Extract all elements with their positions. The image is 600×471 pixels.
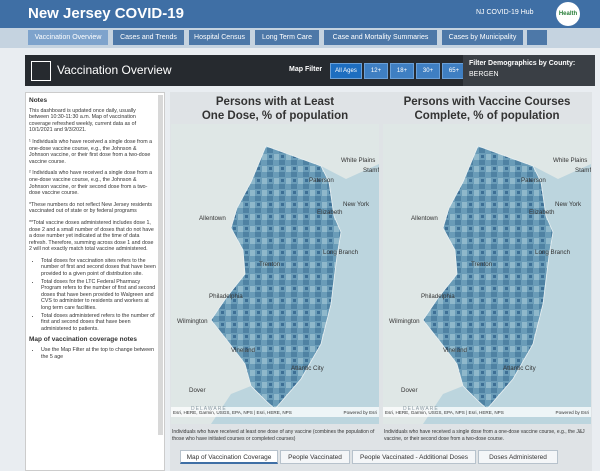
map-title-line: Persons with at Least bbox=[215, 96, 335, 108]
place-label: Atlantic City bbox=[503, 365, 537, 372]
map-title: Persons with Vaccine Courses Complete, % … bbox=[384, 95, 590, 123]
place-label: Trenton bbox=[259, 261, 281, 268]
notes-panel: Notes This dashboard is updated once dai… bbox=[25, 92, 165, 471]
land bbox=[171, 124, 379, 424]
map[interactable]: White Plains Stamford Paterson New YorkEliz… bbox=[383, 124, 591, 424]
notes-paragraphs: This dashboard is updated once daily, us… bbox=[29, 108, 156, 253]
place-label: Wilmington bbox=[389, 318, 420, 325]
place-label: Allentown bbox=[411, 215, 438, 222]
view-tab[interactable]: Doses Administered bbox=[478, 450, 558, 464]
place-label: Long Branch bbox=[323, 249, 359, 256]
note-paragraph: ¹ Individuals who have received a single… bbox=[29, 138, 153, 165]
place-label: Vineland bbox=[231, 347, 256, 354]
filter-button[interactable]: 30+ bbox=[416, 63, 440, 79]
place-label: Atlantic City bbox=[291, 365, 325, 372]
view-tab[interactable]: People Vaccinated - Additional Doses bbox=[352, 450, 476, 464]
notes-heading: Map of vaccination coverage notes bbox=[29, 336, 138, 344]
powered-by[interactable]: Powered by Esri bbox=[556, 410, 589, 415]
note-paragraph: **Total vaccine doses administered inclu… bbox=[29, 219, 154, 253]
place-label: Paterson bbox=[309, 177, 334, 184]
nav-tab[interactable]: Hospital Census bbox=[189, 30, 250, 45]
hub-link[interactable]: NJ COVID-19 Hub bbox=[476, 9, 534, 16]
tab-bar: Vaccination Overview Cases and Trends Hosp… bbox=[0, 28, 600, 48]
place-label: Allentown bbox=[199, 215, 226, 222]
map-caption: Individuals who have received a single d… bbox=[384, 429, 585, 442]
note-bullet: Total doses administered refers to the n… bbox=[41, 313, 156, 333]
place-label: Vineland bbox=[443, 347, 468, 354]
scrollbar[interactable] bbox=[158, 95, 163, 435]
nav-tab[interactable]: Vaccination Overview bbox=[28, 30, 108, 45]
note-bullet: Total doses for the LTC Federal Pharmacy… bbox=[41, 279, 156, 312]
map-title-line: Complete, % of population bbox=[414, 110, 560, 122]
map-title-line: Persons with Vaccine Courses bbox=[403, 96, 571, 108]
place-label: White Plains bbox=[341, 157, 375, 164]
nav-tab[interactable]: Case and Mortality Summaries bbox=[324, 30, 437, 45]
filter-button[interactable]: All Ages bbox=[330, 63, 362, 79]
map[interactable]: White Plains Stamford Paterson New YorkEliz… bbox=[171, 124, 379, 424]
place-label: DELAWARE bbox=[191, 406, 227, 412]
place-label: New York bbox=[343, 201, 370, 208]
banner-title: Vaccination Overview bbox=[57, 63, 172, 77]
place-label: Dover bbox=[401, 387, 418, 394]
map-title-line: One Dose, % of population bbox=[201, 110, 349, 122]
attribution-bar bbox=[383, 407, 591, 417]
place-label: Paterson bbox=[521, 177, 546, 184]
place-label: Wilmington bbox=[177, 318, 208, 325]
view-tab[interactable]: Map of Vaccination Coverage bbox=[180, 450, 278, 464]
logo: Health bbox=[556, 2, 580, 26]
maps-area: Persons with at Least One Dose, % of popu… bbox=[170, 92, 592, 471]
note-paragraph: ² Individuals who have received a single… bbox=[29, 170, 153, 197]
place-label: Philadelphia bbox=[421, 293, 455, 300]
view-tab[interactable]: People Vaccinated bbox=[280, 450, 350, 464]
map-caption: Individuals who have received at least o… bbox=[172, 429, 375, 442]
map-title: Persons with at Least One Dose, % of popu… bbox=[172, 95, 378, 123]
place-label: DELAWARE bbox=[403, 406, 439, 412]
place-label: New York bbox=[555, 201, 582, 208]
note-bullet: Total doses for vaccination sites refers… bbox=[41, 258, 156, 278]
notes-bullets: Use the Map Filter at the top to change … bbox=[29, 347, 156, 360]
nav-tab[interactable]: Long Term Care bbox=[255, 30, 319, 45]
notes-heading: Notes bbox=[29, 97, 48, 104]
filter-button[interactable]: 12+ bbox=[364, 63, 388, 79]
powered-by[interactable]: Powered by Esri bbox=[344, 410, 377, 415]
place-label: Philadelphia bbox=[209, 293, 243, 300]
attribution-bar bbox=[171, 407, 379, 417]
place-label: Elizabeth bbox=[317, 209, 343, 216]
place-label: Elizabeth bbox=[529, 209, 555, 216]
place-label: White Plains bbox=[553, 157, 587, 164]
land bbox=[383, 124, 591, 424]
notes-bullets: Total doses for vaccination sites refers… bbox=[29, 258, 156, 333]
banner: Vaccination Overview Map Filter All Ages… bbox=[25, 55, 595, 86]
nav-tab[interactable]: Cases by Municipality bbox=[442, 30, 523, 45]
note-paragraph: *These numbers do not reflect New Jersey… bbox=[29, 201, 153, 215]
attribution: Esri, HERE, Garmin, USGS, EPA, NPS | Esr… bbox=[385, 410, 504, 415]
menu-tab[interactable] bbox=[527, 30, 547, 45]
demographics-box: Filter Demographics by County: BERGEN bbox=[463, 55, 595, 86]
county-select[interactable]: BERGEN bbox=[469, 71, 499, 78]
demographics-label: Filter Demographics by County: bbox=[469, 60, 576, 67]
map-filter-label: Map Filter bbox=[289, 66, 323, 73]
nj-logo bbox=[31, 61, 51, 81]
nav-tab[interactable]: Cases and Trends bbox=[113, 30, 184, 45]
header: New Jersey COVID-19 NJ COVID-19 Hub Heal… bbox=[0, 0, 600, 28]
place-label: Stamford bbox=[363, 167, 379, 174]
place-label: Dover bbox=[189, 387, 206, 394]
header-title: New Jersey COVID-19 bbox=[28, 5, 184, 22]
place-label: Long Branch bbox=[535, 249, 571, 256]
filter-button[interactable]: 18+ bbox=[390, 63, 414, 79]
place-label: Trenton bbox=[471, 261, 493, 268]
attribution: Esri, HERE, Garmin, USGS, EPA, NPS | Esr… bbox=[173, 410, 292, 415]
note-paragraph: This dashboard is updated once daily, us… bbox=[29, 107, 137, 134]
note-bullet: Use the Map Filter at the top to change … bbox=[41, 347, 156, 360]
place-label: Stamford bbox=[575, 167, 591, 174]
